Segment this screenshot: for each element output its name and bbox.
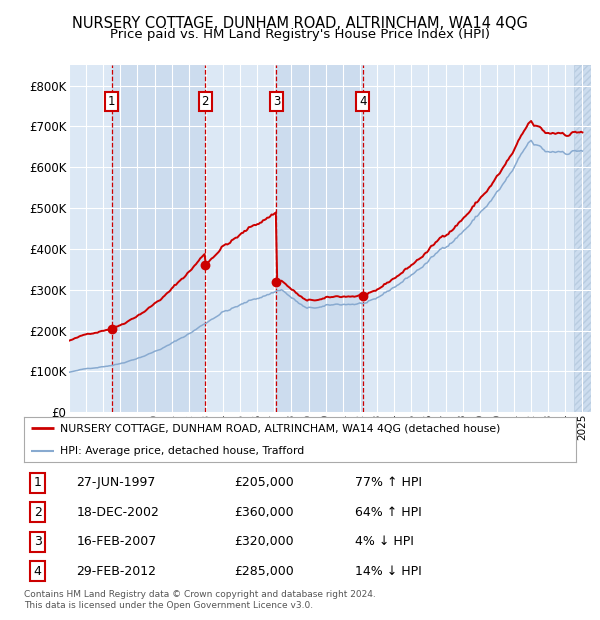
Bar (574, 65, 591, 412)
Text: 14% ↓ HPI: 14% ↓ HPI (355, 565, 422, 578)
Text: 18-DEC-2002: 18-DEC-2002 (76, 506, 160, 519)
Text: 27-JUN-1997: 27-JUN-1997 (76, 476, 156, 489)
Text: 3: 3 (34, 535, 42, 548)
Text: Contains HM Land Registry data © Crown copyright and database right 2024.
This d: Contains HM Land Registry data © Crown c… (24, 590, 376, 609)
Point (107, 324, 116, 334)
Point (272, 277, 281, 286)
Text: 1: 1 (34, 476, 42, 489)
Text: 2: 2 (34, 506, 42, 519)
Text: 2: 2 (202, 95, 209, 108)
Text: £285,000: £285,000 (234, 565, 293, 578)
Text: 77% ↑ HPI: 77% ↑ HPI (355, 476, 422, 489)
Text: £320,000: £320,000 (234, 535, 293, 548)
Text: 29-FEB-2012: 29-FEB-2012 (76, 565, 157, 578)
Text: NURSERY COTTAGE, DUNHAM ROAD, ALTRINCHAM, WA14 4QG (detached house): NURSERY COTTAGE, DUNHAM ROAD, ALTRINCHAM… (60, 423, 500, 433)
Bar (277, 65, 362, 412)
Text: £360,000: £360,000 (234, 506, 293, 519)
Bar (112, 65, 205, 412)
Text: Price paid vs. HM Land Registry's House Price Index (HPI): Price paid vs. HM Land Registry's House … (110, 28, 490, 41)
Point (200, 260, 210, 270)
Text: 3: 3 (273, 95, 280, 108)
Text: 4: 4 (34, 565, 42, 578)
Text: 16-FEB-2007: 16-FEB-2007 (76, 535, 157, 548)
Text: £205,000: £205,000 (234, 476, 293, 489)
Text: HPI: Average price, detached house, Trafford: HPI: Average price, detached house, Traf… (60, 446, 304, 456)
Text: 64% ↑ HPI: 64% ↑ HPI (355, 506, 422, 519)
Point (358, 291, 367, 301)
Text: NURSERY COTTAGE, DUNHAM ROAD, ALTRINCHAM, WA14 4QG: NURSERY COTTAGE, DUNHAM ROAD, ALTRINCHAM… (72, 16, 528, 30)
Text: 1: 1 (108, 95, 115, 108)
Text: 4: 4 (359, 95, 367, 108)
Text: 4% ↓ HPI: 4% ↓ HPI (355, 535, 414, 548)
